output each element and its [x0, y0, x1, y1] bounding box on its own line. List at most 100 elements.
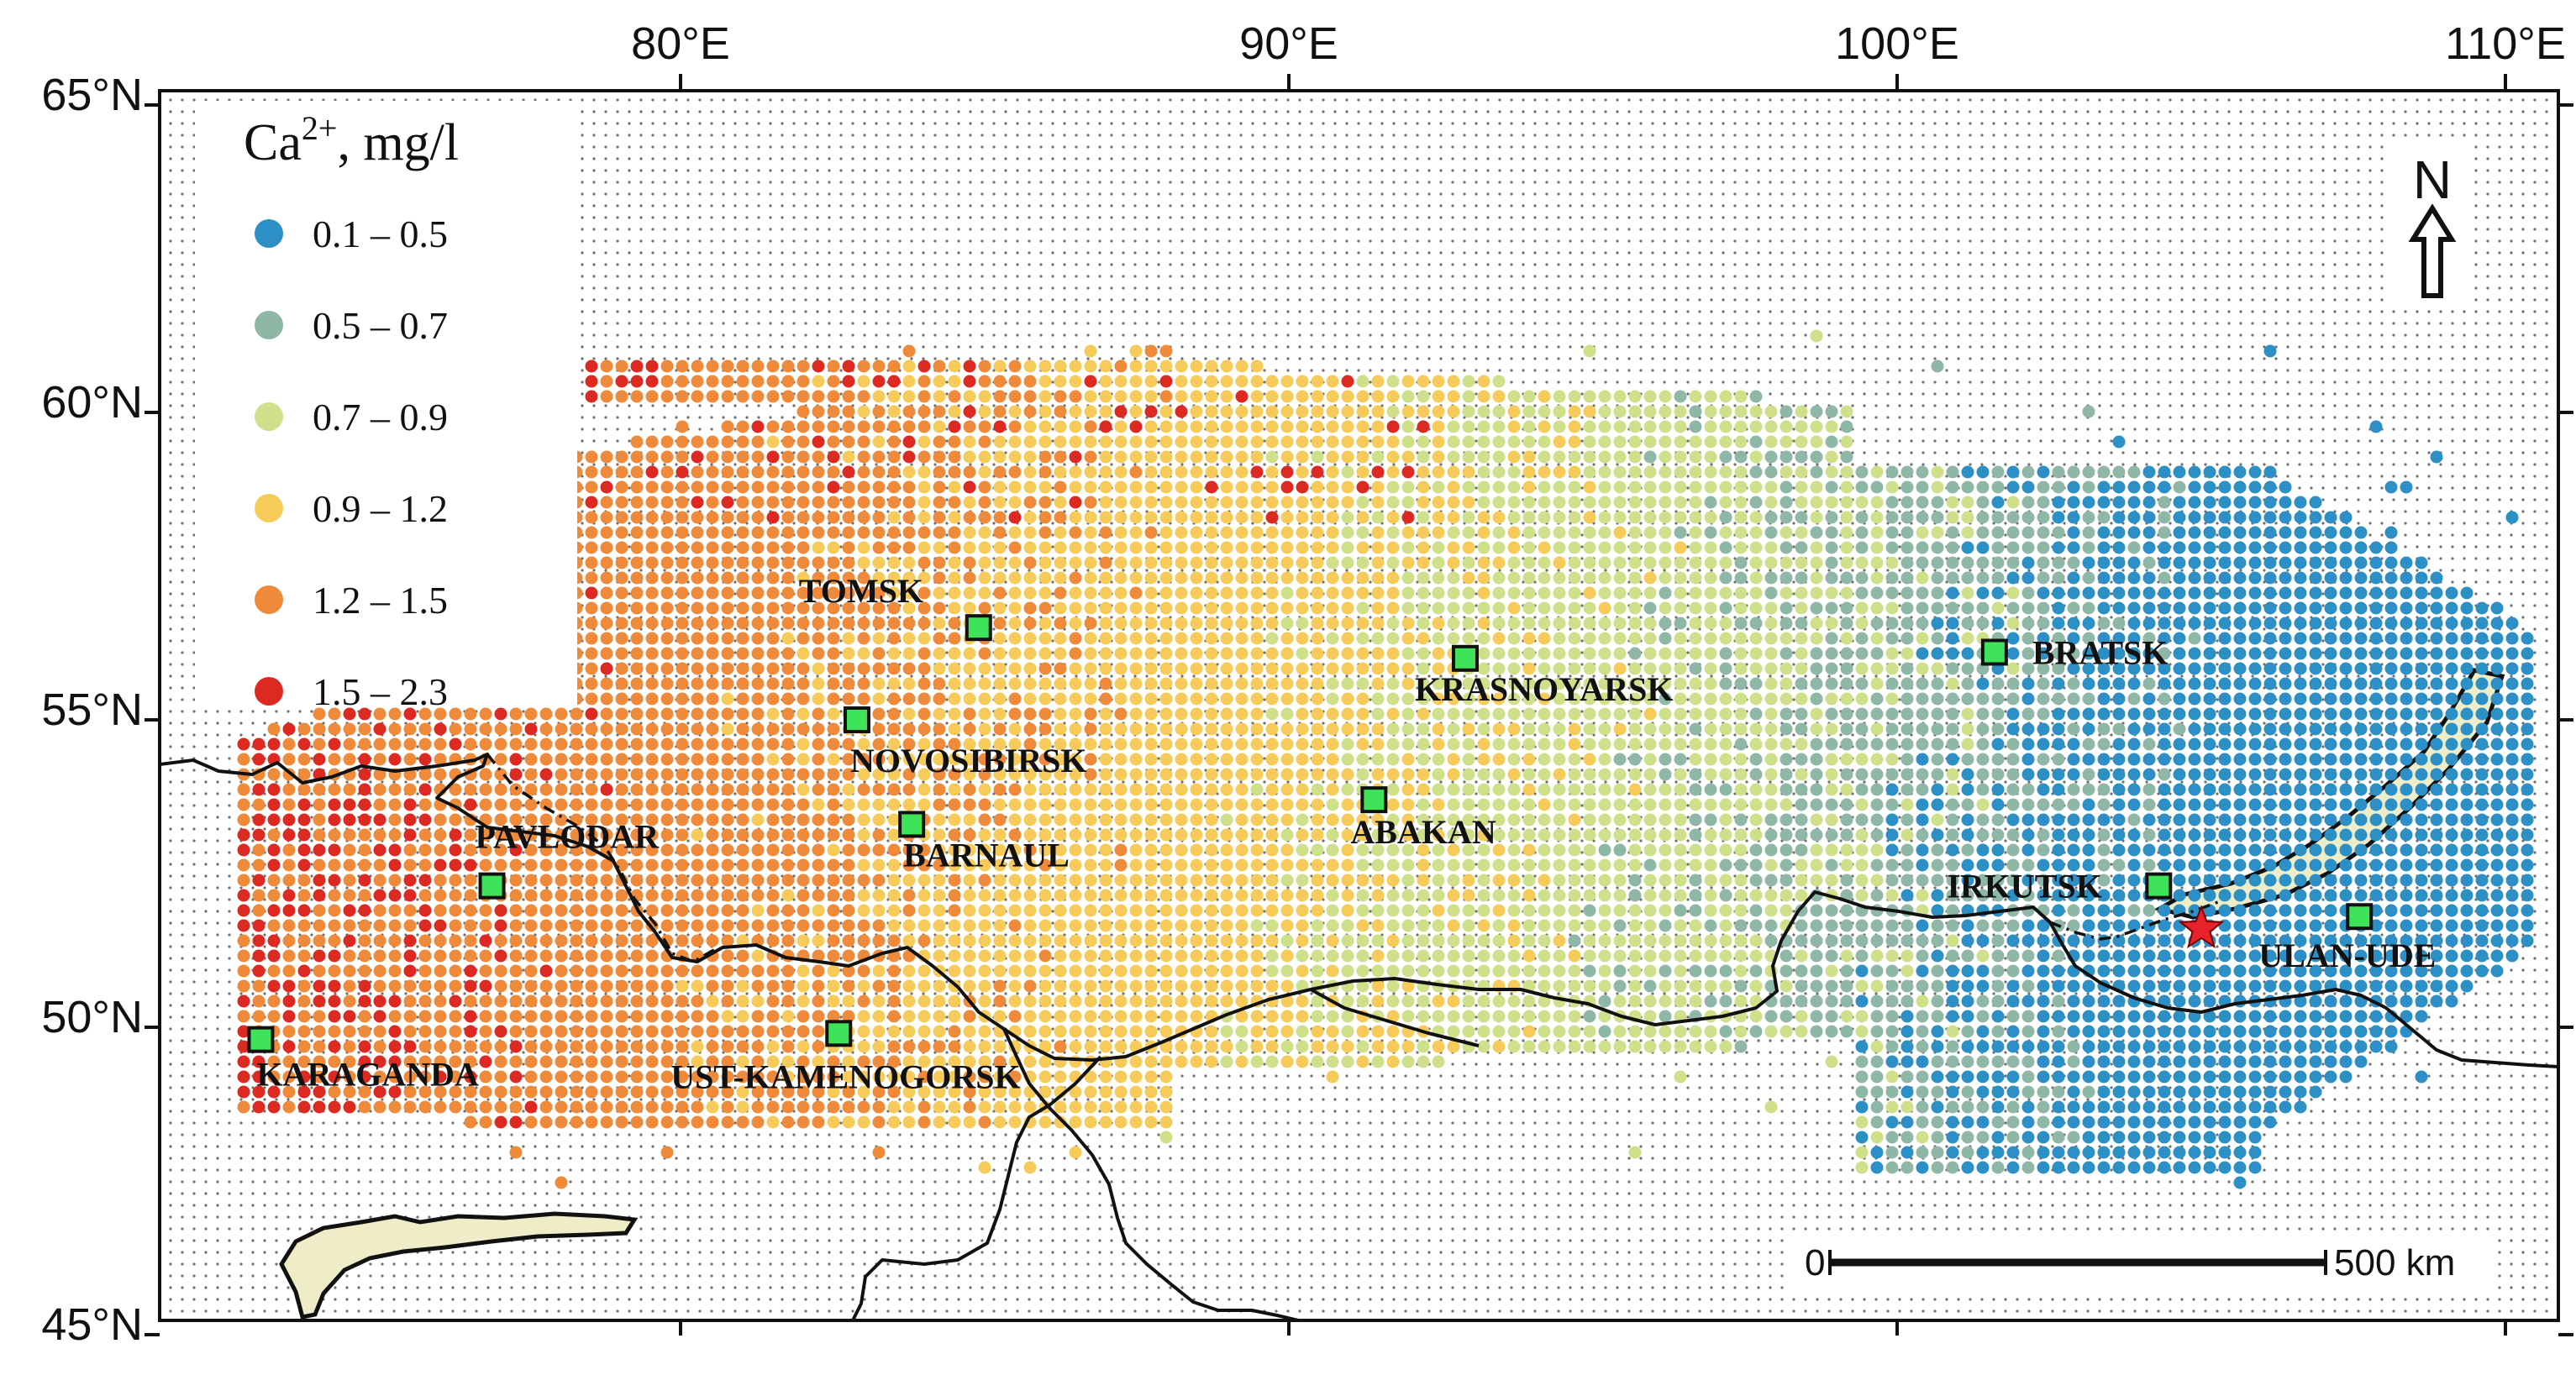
sample-point	[1311, 919, 1324, 932]
sample-point	[600, 889, 613, 902]
sample-point	[1643, 405, 1657, 418]
sample-point	[751, 919, 765, 932]
sample-point	[2430, 858, 2443, 872]
sample-point	[827, 375, 840, 388]
sample-point	[2112, 571, 2126, 585]
sample-point	[1598, 753, 1611, 766]
sample-point	[1114, 435, 1128, 449]
sample-point	[1598, 601, 1611, 615]
sample-point	[2112, 647, 2126, 660]
sample-point	[1296, 753, 1309, 766]
sample-point	[1931, 465, 1944, 479]
sample-point	[872, 813, 886, 827]
sample-point	[766, 768, 780, 781]
sample-point	[2218, 526, 2232, 539]
sample-point	[1855, 813, 1869, 827]
sample-point	[917, 420, 931, 433]
sample-point	[1296, 934, 1309, 947]
sample-point	[2339, 798, 2353, 811]
sample-point	[2521, 692, 2534, 706]
sample-point	[388, 707, 402, 721]
sample-point	[933, 465, 946, 479]
sample-point	[1356, 450, 1369, 464]
sample-point	[630, 465, 644, 479]
sample-point	[978, 556, 991, 569]
sample-point	[1916, 707, 1929, 721]
sample-point	[1916, 783, 1929, 796]
sample-point	[2248, 783, 2262, 796]
sample-point	[1659, 632, 1672, 645]
sample-point	[2127, 541, 2141, 554]
sample-point	[479, 707, 492, 721]
sample-point	[1810, 843, 1823, 857]
sample-point	[1976, 753, 1990, 766]
sample-point	[781, 874, 795, 887]
sample-point	[2294, 919, 2307, 932]
sample-point	[721, 753, 734, 766]
sample-point	[1356, 889, 1369, 902]
sample-point	[1946, 617, 1959, 630]
sample-point	[1976, 541, 1990, 554]
sample-point	[827, 632, 840, 645]
sample-point	[1840, 843, 1853, 857]
sample-point	[2188, 465, 2201, 479]
sample-point	[1780, 707, 1793, 721]
sample-point	[1311, 420, 1324, 433]
sample-point	[1296, 813, 1309, 827]
sample-point	[600, 692, 613, 706]
sample-point	[781, 390, 795, 403]
sample-point	[1401, 753, 1415, 766]
sample-point	[1734, 889, 1748, 902]
sample-point	[1190, 904, 1203, 917]
sample-point	[1855, 737, 1869, 751]
sample-point	[1583, 798, 1596, 811]
sample-point	[1371, 450, 1385, 464]
sample-point	[1220, 632, 1233, 645]
sample-point	[2233, 707, 2247, 721]
sample-point	[1598, 813, 1611, 827]
sample-point	[1417, 843, 1430, 857]
sample-point	[2097, 813, 2111, 827]
sample-point	[1583, 632, 1596, 645]
sample-point	[1522, 420, 1536, 433]
sample-point	[1054, 450, 1067, 464]
sample-point	[2521, 677, 2534, 690]
sample-point	[2430, 692, 2443, 706]
sample-point	[1129, 390, 1143, 403]
sample-point	[827, 768, 840, 781]
sample-point	[1235, 934, 1249, 947]
sample-point	[1084, 375, 1097, 388]
sample-point	[1114, 662, 1128, 675]
sample-point	[418, 874, 432, 887]
sample-point	[948, 647, 961, 660]
sample-point	[1386, 722, 1400, 736]
sample-point	[2233, 722, 2247, 736]
sample-point	[2369, 919, 2383, 932]
sample-point	[2475, 707, 2489, 721]
sample-point	[1477, 783, 1490, 796]
sample-point	[1265, 874, 1279, 887]
sample-point	[1810, 526, 1823, 539]
sample-point	[706, 511, 719, 524]
sample-point	[1916, 874, 1929, 887]
sample-point	[494, 737, 507, 751]
sample-point	[1719, 420, 1732, 433]
sample-point	[2082, 632, 2095, 645]
sample-point	[1432, 753, 1445, 766]
sample-point	[585, 632, 598, 645]
sample-point	[539, 737, 553, 751]
sample-point	[2505, 904, 2519, 917]
sample-point	[297, 737, 311, 751]
sample-point	[1613, 798, 1627, 811]
sample-point	[600, 707, 613, 721]
sample-point	[1538, 511, 1551, 524]
sample-point	[1870, 601, 1884, 615]
sample-point	[1976, 737, 1990, 751]
sample-point	[1084, 874, 1097, 887]
sample-point	[2490, 768, 2504, 781]
sample-point	[1674, 450, 1687, 464]
sample-point	[812, 647, 825, 660]
sample-point	[1401, 904, 1415, 917]
sample-point	[1689, 405, 1702, 418]
